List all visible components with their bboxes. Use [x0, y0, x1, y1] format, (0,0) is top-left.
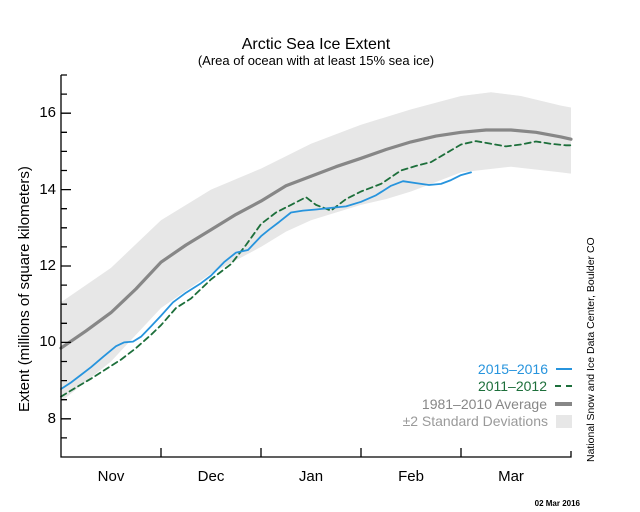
- legend-sample-thick: [555, 401, 572, 406]
- series-line-1981-2010-average: [59, 128, 573, 350]
- x-month-label-mar: Mar: [498, 468, 524, 485]
- plot-date-stamp: 02 Mar 2016: [534, 499, 580, 508]
- legend-label: ±2 Standard Deviations: [402, 413, 548, 430]
- x-month-label-feb: Feb: [398, 468, 424, 485]
- legend-sample-box: [556, 414, 572, 428]
- data-center-credit: National Snow and Ice Data Center, Bould…: [585, 237, 597, 462]
- data-series-lines: [59, 128, 573, 398]
- legend-label: 1981–2010 Average: [421, 395, 547, 412]
- axis-frame-and-ticks: [60, 74, 572, 458]
- legend-label: 2011–2012: [477, 378, 547, 395]
- band-area: [61, 92, 571, 402]
- y-tick-label-8: 8: [47, 409, 56, 427]
- std-dev-band: [61, 92, 571, 402]
- legend-sample-dashes: [555, 385, 572, 388]
- y-tick-label-16: 16: [39, 104, 56, 122]
- x-month-label-jan: Jan: [298, 468, 324, 485]
- legend: 2015–2016 2011–2012 1981–2010 Average ±2 St…: [403, 360, 572, 430]
- legend-item: ±2 Standard Deviations: [403, 413, 572, 431]
- legend-sample-line: [556, 367, 572, 370]
- series-line-2011-2012: [60, 140, 572, 398]
- x-month-label-nov: Nov: [97, 468, 125, 485]
- legend-item: 2015–2016: [478, 360, 572, 378]
- legend-item: 2011–2012: [478, 378, 572, 396]
- y-tick-label-14: 14: [39, 180, 56, 198]
- series-line-2015-2016: [60, 171, 472, 390]
- x-month-label-dec: Dec: [197, 468, 225, 485]
- legend-label: 2015–2016: [477, 360, 548, 377]
- y-tick-label-10: 10: [39, 333, 56, 351]
- axes-and-ticks: [60, 74, 572, 458]
- legend-item: 1981–2010 Average: [422, 395, 572, 413]
- y-axis-title: Extent (millions of square kilometers): [16, 166, 33, 412]
- chart-subtitle: (Area of ocean with at least 15% sea ice…: [197, 53, 435, 68]
- chart-title: Arctic Sea Ice Extent: [241, 36, 391, 53]
- y-tick-label-12: 12: [39, 257, 56, 274]
